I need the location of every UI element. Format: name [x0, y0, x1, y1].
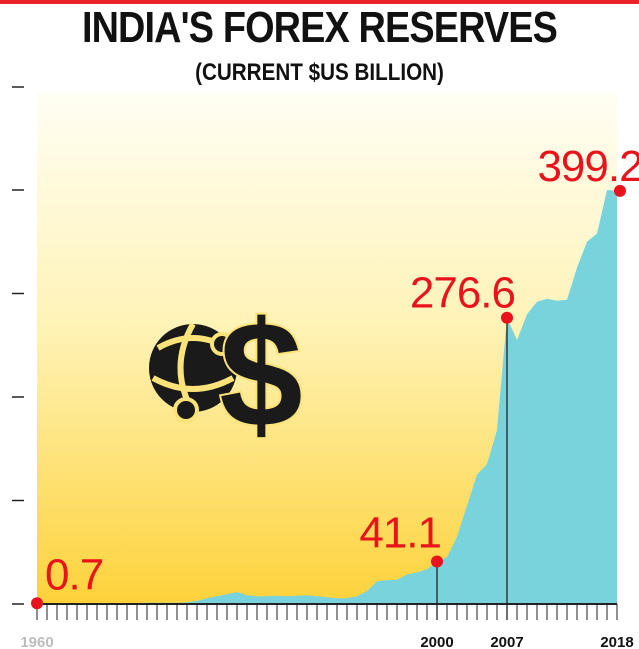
- annotation-marker: [431, 555, 443, 568]
- annotation-marker: [31, 597, 43, 610]
- x-axis-tick-labels: 1960 2000 2007 2018: [20, 634, 633, 649]
- x-tick-label: 1960: [20, 634, 53, 649]
- annotation-leaders: [436, 317, 508, 620]
- reserves-area: [37, 190, 617, 604]
- chart-subtitle: (CURRENT $US BILLION): [195, 59, 444, 86]
- globe-dollar-icon: $: [149, 288, 305, 460]
- svg-text:$: $: [219, 290, 302, 458]
- x-tick-label: 2018: [600, 634, 633, 649]
- x-tick-label: 2000: [420, 634, 453, 649]
- data-label: 41.1: [359, 508, 441, 557]
- data-label: 0.7: [45, 550, 103, 599]
- annotation-marker: [614, 184, 626, 197]
- top-rule: [0, 0, 639, 4]
- x-tick-label: 2007: [490, 634, 523, 649]
- chart-title: INDIA'S FOREX RESERVES: [81, 3, 558, 52]
- x-axis-minor-ticks: [36, 604, 618, 620]
- annotation-marker: [501, 311, 513, 324]
- annotation-markers: [31, 184, 626, 610]
- data-label: 276.6: [410, 269, 515, 318]
- annotation-labels: 0.7 41.1 276.6 399.2: [45, 142, 639, 599]
- y-axis-ticks: [12, 86, 24, 605]
- data-label: 399.2: [537, 142, 639, 191]
